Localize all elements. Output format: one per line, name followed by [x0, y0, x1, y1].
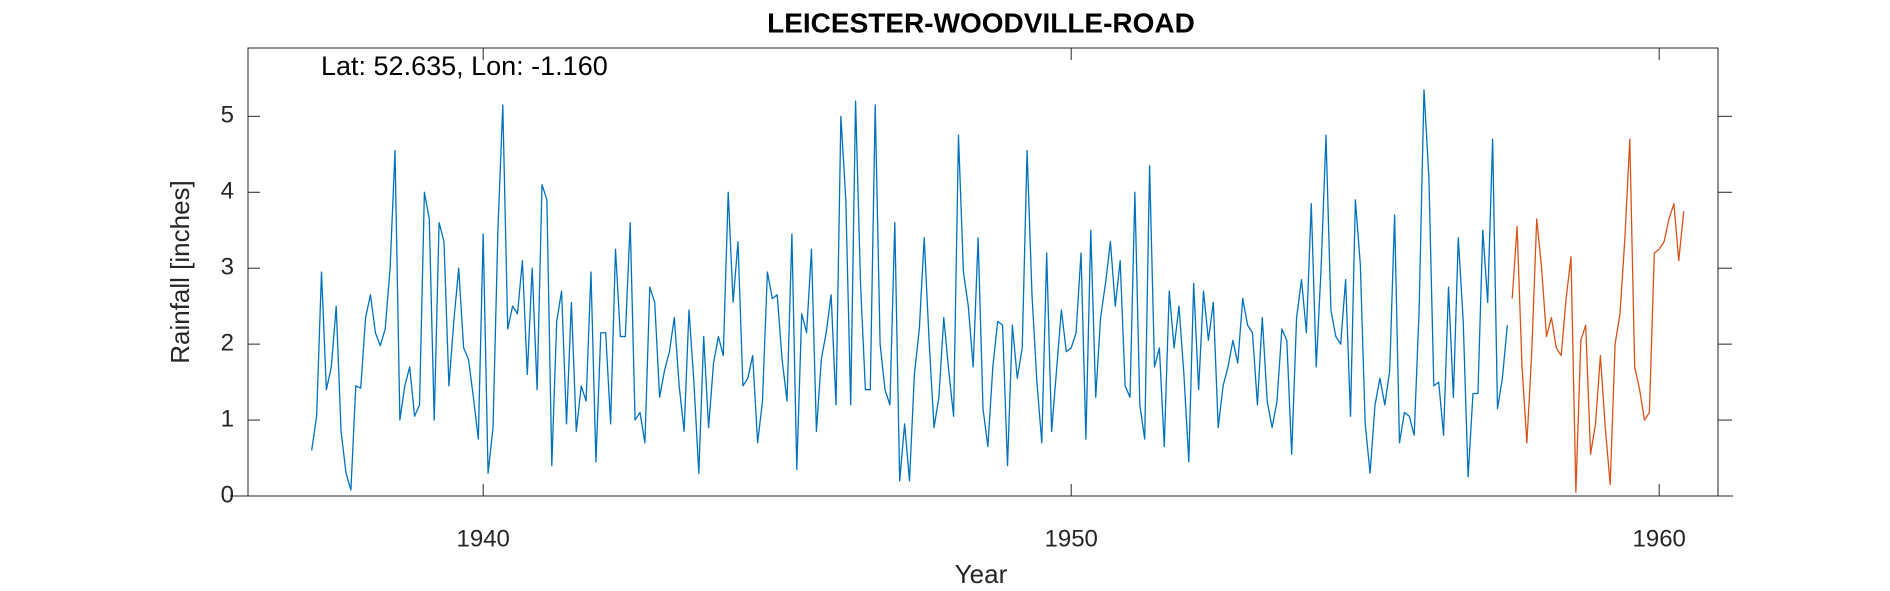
x-tick-label: 1950	[1045, 525, 1098, 552]
x-axis-label: Year	[955, 559, 1008, 589]
y-tick-label: 4	[221, 178, 234, 205]
y-tick-label: 1	[221, 405, 234, 432]
series-line	[311, 89, 1508, 491]
x-tick-label: 1940	[457, 525, 510, 552]
y-tick-label: 2	[221, 329, 234, 356]
x-tick-label: 1960	[1633, 525, 1686, 552]
chart-title: LEICESTER-WOODVILLE-ROAD	[767, 7, 1195, 38]
y-axis-label: Rainfall [inches]	[165, 180, 195, 364]
y-tick-label: 5	[221, 102, 234, 129]
series-line	[1511, 138, 1685, 493]
plot-frame	[247, 47, 1719, 497]
y-tick-label: 3	[221, 254, 234, 281]
annotation: Lat: 52.635, Lon: -1.160	[321, 51, 608, 81]
y-tick-label: 0	[221, 481, 234, 508]
